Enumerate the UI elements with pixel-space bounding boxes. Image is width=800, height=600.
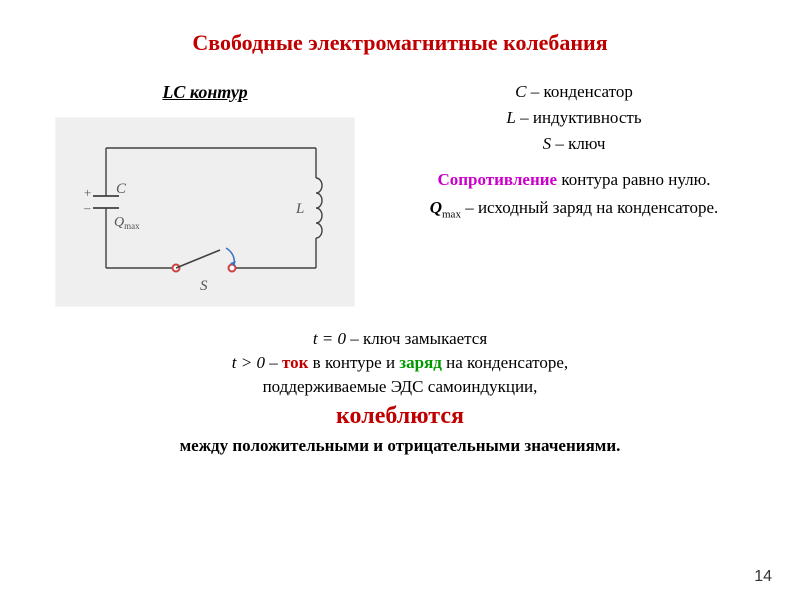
t0-line: t = 0 – ключ замыкается [40, 329, 760, 349]
legend-c: C – конденсатор [388, 82, 760, 102]
resistance-line: Сопротивление контура равно нулю. [388, 170, 760, 190]
page-title: Свободные электромагнитные колебания [40, 30, 760, 56]
svg-text:C: C [116, 181, 127, 197]
resistance-word: Сопротивление [437, 170, 557, 189]
page-number: 14 [754, 568, 772, 586]
lc-circuit-diagram: +– C Qmax L S [55, 117, 355, 307]
oscillate-word: колеблются [40, 403, 760, 430]
qmax-line: Qmax – исходный заряд на конденсаторе. [388, 198, 760, 220]
circuit-svg: +– C Qmax L S [56, 118, 356, 308]
description-block: t = 0 – ключ замыкается t > 0 – ток в ко… [40, 329, 760, 456]
legend-s: S – ключ [388, 134, 760, 154]
legend: C – конденсатор L – индуктивность S – кл… [388, 82, 760, 154]
svg-text:+: + [84, 185, 91, 200]
legend-l: L – индуктивность [388, 108, 760, 128]
final-line: между положительными и отрицательными зн… [40, 436, 760, 456]
svg-text:L: L [295, 201, 304, 217]
svg-text:–: – [83, 200, 91, 215]
tgt-line2: поддерживаемые ЭДС самоиндукции, [40, 377, 760, 397]
tgt-line1: t > 0 – ток в контуре и заряд на конденс… [40, 353, 760, 373]
title-text: Свободные электромагнитные колебания [192, 30, 607, 55]
svg-text:Qmax: Qmax [114, 215, 140, 231]
lc-heading: LC контур [40, 82, 370, 103]
svg-text:S: S [200, 278, 208, 294]
